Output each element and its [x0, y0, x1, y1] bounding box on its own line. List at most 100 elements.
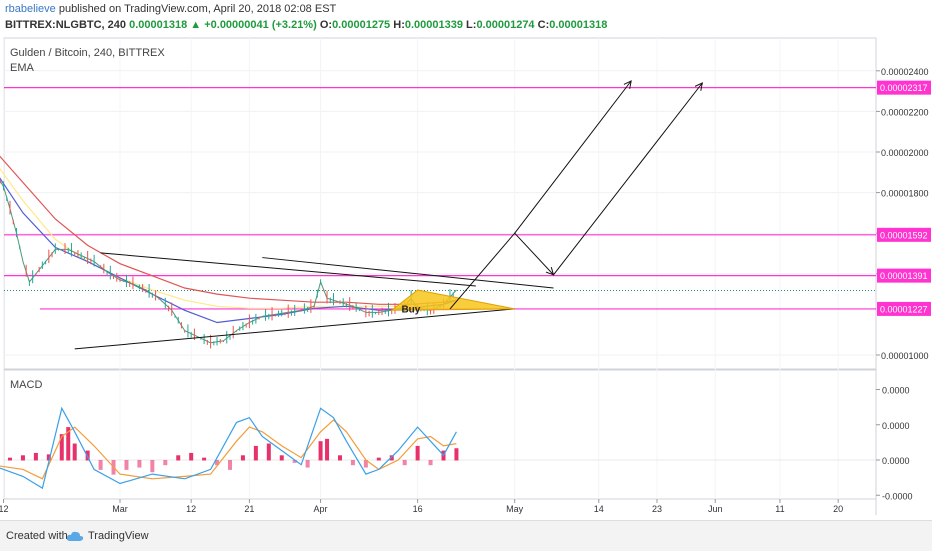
- price-line: [0, 180, 457, 344]
- trendline[interactable]: [262, 257, 554, 289]
- level-price-label: 0.00001592: [880, 230, 928, 240]
- macd-histogram-bar: [292, 460, 297, 463]
- low-label: L:: [466, 19, 477, 31]
- time-tick-label: Jun: [708, 504, 723, 514]
- macd-histogram-bar: [318, 441, 323, 461]
- macd-histogram-bar: [454, 448, 459, 461]
- level-price-label: 0.00001227: [880, 304, 928, 314]
- macd-histogram-bar: [85, 450, 90, 461]
- author-link[interactable]: rbabelieve: [5, 3, 56, 15]
- open-label: O:: [319, 19, 333, 31]
- projection-path[interactable]: [449, 82, 703, 310]
- price-axis-ticks: 0.00002400 0.00002200 0.00002000 0.00001800…: [876, 67, 929, 501]
- arrow-head-icon: [623, 80, 632, 89]
- pane-title: Gulden / Bitcoin, 240, BITTREX: [10, 47, 165, 59]
- macd-histogram-bar: [240, 455, 245, 461]
- grid: [3, 38, 876, 499]
- price-change: +0.00000041 (+3.21%): [204, 19, 317, 31]
- macd-histogram-bar: [215, 460, 220, 466]
- macd-histogram-bar: [59, 434, 64, 461]
- macd-histogram-bar: [376, 457, 381, 461]
- ema-line: [0, 177, 457, 324]
- close-value: 0.00001318: [549, 19, 608, 31]
- time-tick-label: 16: [413, 504, 423, 514]
- macd-histogram-bar: [20, 455, 25, 461]
- created-with-text: Created with: [6, 530, 68, 542]
- arrow-head-icon: [545, 266, 555, 276]
- footer: Created with TradingView: [0, 520, 932, 551]
- time-tick-label: Apr: [314, 504, 328, 514]
- time-tick-label: 14: [594, 504, 604, 514]
- level-price-label: 0.00001391: [880, 271, 928, 281]
- macd-histogram-bar: [415, 445, 420, 461]
- close-label: C:: [537, 19, 550, 31]
- macd-tick-label: 0.0000: [882, 456, 910, 466]
- price-tick-label: 0.00002000: [881, 148, 929, 158]
- high-label: H:: [393, 19, 405, 31]
- price-tick-label: 0.00002400: [881, 67, 929, 77]
- macd-histogram-bar: [176, 455, 181, 461]
- high-value: 0.00001339: [404, 19, 463, 31]
- price-tick-label: 0.00001000: [881, 351, 929, 361]
- macd-histogram-bar: [66, 427, 71, 461]
- time-tick-label: 12: [186, 504, 196, 514]
- time-tick-label: May: [506, 504, 524, 514]
- macd-histogram-bar: [46, 454, 51, 461]
- ema-label[interactable]: EMA: [10, 62, 34, 74]
- ema-line: [0, 155, 457, 305]
- trendline[interactable]: [74, 308, 515, 350]
- arrow-head-icon: [694, 82, 703, 91]
- macd-histogram-bar: [189, 452, 194, 461]
- macd-histogram-bar: [150, 460, 155, 473]
- cloud-logo-icon: [66, 531, 84, 541]
- chart-canvas[interactable]: 0.00002400 0.00002200 0.00002000 0.00001800…: [0, 0, 932, 520]
- trendline[interactable]: [100, 252, 476, 287]
- macd-histogram-bar: [389, 455, 394, 461]
- time-tick-label: 23: [652, 504, 662, 514]
- macd-histogram-bar: [266, 443, 271, 461]
- macd-line: [0, 406, 457, 490]
- price-tick-label: 0.00001800: [881, 189, 929, 199]
- published-text: published on TradingView.com, April 20, …: [58, 3, 337, 15]
- last-price: 0.00001318: [129, 19, 188, 31]
- macd-histogram-bar: [8, 457, 13, 461]
- macd-histogram-bar: [124, 460, 129, 470]
- projection-arrows[interactable]: [390, 80, 703, 311]
- up-arrow-icon: ▲: [190, 19, 202, 31]
- time-tick-label: 21: [244, 504, 254, 514]
- macd-signal-line: [0, 419, 457, 480]
- tradingview-brand-link[interactable]: TradingView: [88, 530, 149, 542]
- level-price-badge: [877, 268, 931, 283]
- macd-histogram-bar: [363, 460, 368, 468]
- macd-histogram-bar: [253, 445, 258, 461]
- ema-lines: [0, 155, 457, 324]
- time-tick-label: 11: [775, 504, 784, 514]
- projection-arrow[interactable]: [514, 80, 632, 234]
- low-value: 0.00001274: [476, 19, 535, 31]
- macd-histogram-bar: [305, 460, 310, 468]
- ema-line: [0, 168, 457, 309]
- time-tick-label: Mar: [112, 504, 128, 514]
- macd-histogram-bar: [279, 455, 284, 461]
- macd-histogram-bar: [227, 460, 232, 470]
- level-price-badge: [877, 301, 931, 316]
- level-price-badge: [877, 227, 931, 242]
- macd-tick-label: -0.0000: [882, 491, 913, 501]
- macd-tick-label: 0.0000: [882, 386, 910, 396]
- price-badges: 0.00002317 0.00001592 0.00001391 0.00001227: [877, 80, 931, 316]
- buy-annotation[interactable]: Buy: [401, 304, 420, 315]
- time-axis-ticks: 12 Mar 12 21 Apr 16 May 14 23 Jun 11 20: [0, 499, 843, 514]
- level-price-label: 0.00002317: [880, 83, 928, 93]
- open-value: 0.00001275: [332, 19, 391, 31]
- publish-info: rbabelieve published on TradingView.com,…: [5, 3, 336, 15]
- macd-histogram-bar: [137, 460, 142, 468]
- trendlines[interactable]: [74, 252, 554, 350]
- macd-histogram-bar: [72, 443, 77, 461]
- macd-histogram-bar: [163, 460, 168, 466]
- triangle-pattern[interactable]: [390, 289, 515, 311]
- macd-label[interactable]: MACD: [10, 379, 43, 391]
- price-series: [0, 179, 457, 349]
- time-tick-label: 12: [0, 504, 9, 514]
- level-price-badge: [877, 80, 931, 95]
- macd-histogram-bar: [402, 460, 407, 466]
